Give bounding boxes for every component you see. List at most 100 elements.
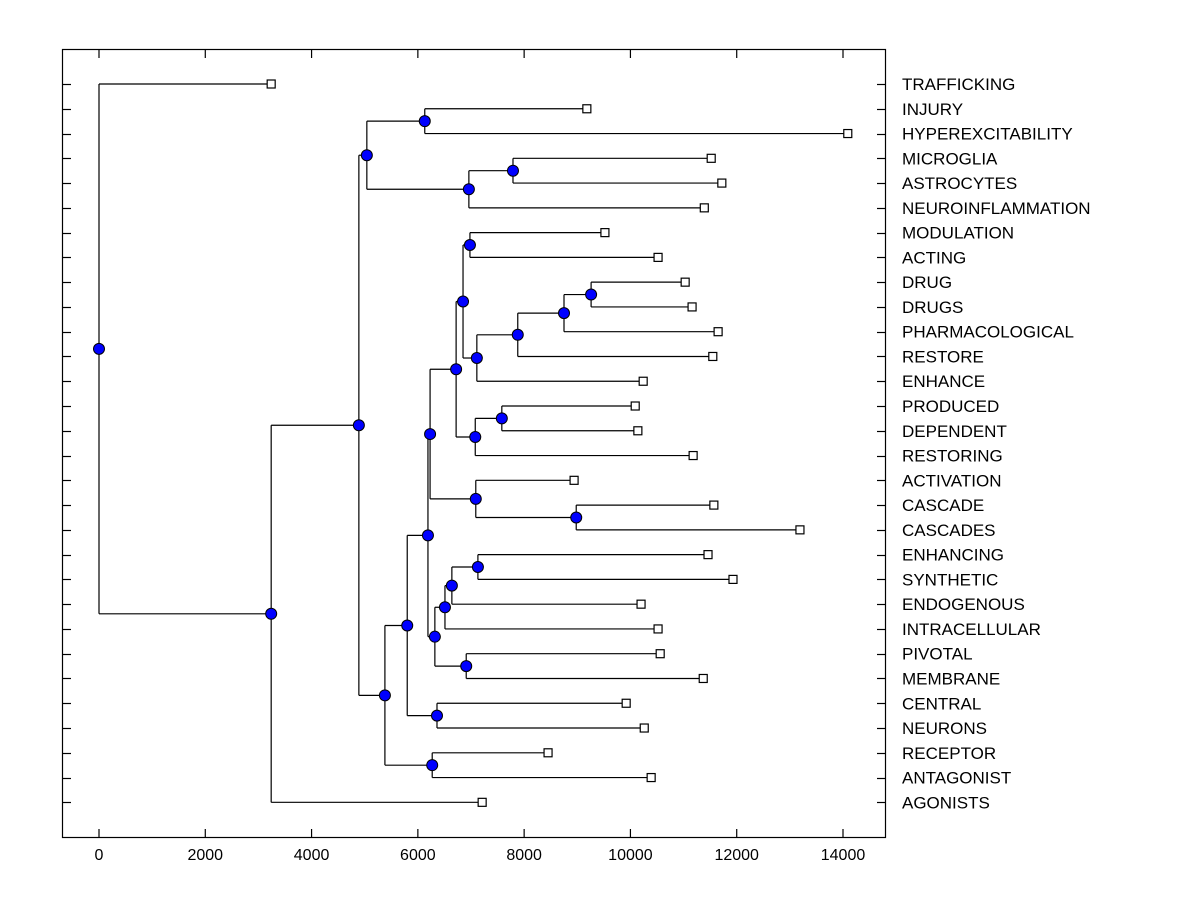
x-tick-label: 2000 (187, 847, 223, 864)
leaf-label: DEPENDENT (902, 422, 1007, 441)
leaf-label: ACTIVATION (902, 471, 1002, 490)
leaf-label: ASTROCYTES (902, 174, 1017, 193)
leaf-label: ANTAGONIST (902, 769, 1011, 788)
x-tick-label: 4000 (294, 847, 330, 864)
cluster-node (360, 149, 373, 162)
leaf-label: ENHANCING (902, 546, 1004, 565)
leaf-label: ENHANCE (902, 372, 985, 391)
cluster-node (428, 630, 441, 643)
cluster-node (469, 492, 482, 505)
cluster-node (457, 295, 470, 308)
cluster-node (265, 607, 278, 620)
cluster-node (469, 430, 482, 443)
leaf-marker (582, 104, 592, 114)
cluster-node (421, 529, 434, 542)
leaf-marker (655, 649, 665, 659)
leaf-markers (266, 79, 853, 807)
x-axis-tick-labels: 0 2000 4000 6000 8000 10000 12000 14000 (95, 847, 866, 864)
leaf-marker (680, 277, 690, 287)
leaf-marker (709, 500, 719, 510)
leaf-label: CASCADE (902, 496, 984, 515)
leaf-marker (646, 772, 656, 783)
leaf-marker (638, 376, 648, 386)
leaf-marker (698, 673, 708, 684)
cluster-node (463, 239, 476, 252)
cluster-node (438, 601, 451, 614)
leaf-marker (621, 698, 631, 708)
leaf-label: NEUROINFLAMMATION (902, 199, 1091, 218)
leaf-label: RESTORE (902, 347, 984, 366)
leaf-marker (717, 178, 727, 188)
leaf-label: NEURONS (902, 719, 987, 738)
leaf-marker (653, 252, 663, 262)
leaf-label: RESTORING (902, 447, 1003, 466)
cluster-node (462, 183, 475, 196)
leaf-label: RECEPTOR (902, 744, 996, 763)
cluster-node (450, 363, 463, 376)
leaf-marker (569, 475, 579, 485)
cluster-node (93, 342, 105, 355)
leaf-label: ENDOGENOUS (902, 595, 1025, 614)
leaf-label: INTRACELLULAR (902, 620, 1041, 639)
leaf-marker (630, 401, 640, 411)
cluster-node (471, 561, 484, 574)
x-tick-label: 12000 (714, 847, 759, 864)
leaf-label: CENTRAL (902, 694, 981, 713)
leaf-label: TRAFFICKING (902, 75, 1015, 94)
leaf-marker (653, 624, 663, 634)
x-tick-label: 6000 (400, 847, 436, 864)
cluster-node (506, 164, 519, 177)
leaf-label: CASCADES (902, 521, 996, 540)
leaf-marker (708, 351, 718, 362)
leaf-label: SYNTHETIC (902, 570, 998, 589)
cluster-node (570, 511, 583, 524)
leaf-labels: TRAFFICKING INJURY HYPEREXCITABILITY MICROG… (902, 75, 1091, 812)
leaf-marker (699, 203, 709, 213)
leaf-marker (687, 302, 697, 312)
cluster-node (424, 428, 437, 441)
cluster-node (585, 288, 598, 301)
leaf-marker (703, 550, 713, 560)
plot-frame (61, 48, 887, 839)
leaf-label: PRODUCED (902, 397, 999, 416)
leaf-label: MODULATION (902, 224, 1014, 243)
leaf-marker (706, 153, 716, 163)
leaf-label: DRUG (902, 273, 952, 292)
leaf-marker (795, 525, 805, 535)
leaf-marker (633, 426, 643, 436)
leaf-marker (636, 599, 646, 609)
leaf-label: DRUGS (902, 298, 963, 317)
leaf-label: HYPEREXCITABILITY (902, 125, 1073, 144)
x-tick-label: 10000 (608, 847, 653, 864)
leaf-label: INJURY (902, 100, 963, 119)
cluster-node (378, 689, 391, 702)
cluster-node (470, 352, 483, 365)
leaf-marker (600, 228, 610, 238)
leaf-label: AGONISTS (902, 793, 990, 812)
cluster-node (445, 579, 458, 592)
cluster-node (418, 115, 431, 128)
cluster-node (495, 412, 508, 425)
leaf-marker (266, 79, 276, 89)
cluster-node (426, 759, 439, 772)
leaf-marker (477, 797, 487, 807)
leaf-label: ACTING (902, 248, 966, 267)
leaf-marker (639, 723, 649, 733)
leaf-marker (543, 748, 553, 758)
cluster-node (511, 328, 524, 341)
leaf-marker (843, 128, 853, 139)
leaf-label: MEMBRANE (902, 669, 1000, 688)
leaf-marker (688, 450, 698, 461)
x-tick-label: 14000 (821, 847, 866, 864)
cluster-node (430, 709, 443, 722)
axis-ticks (62, 49, 886, 838)
leaf-marker (713, 327, 723, 337)
leaf-marker (728, 574, 738, 585)
cluster-node (460, 660, 473, 673)
leaf-label: MICROGLIA (902, 149, 998, 168)
leaf-label: PIVOTAL (902, 645, 973, 664)
node-markers (93, 115, 598, 772)
cluster-node (558, 307, 570, 320)
leaf-label: PHARMACOLOGICAL (902, 323, 1074, 342)
